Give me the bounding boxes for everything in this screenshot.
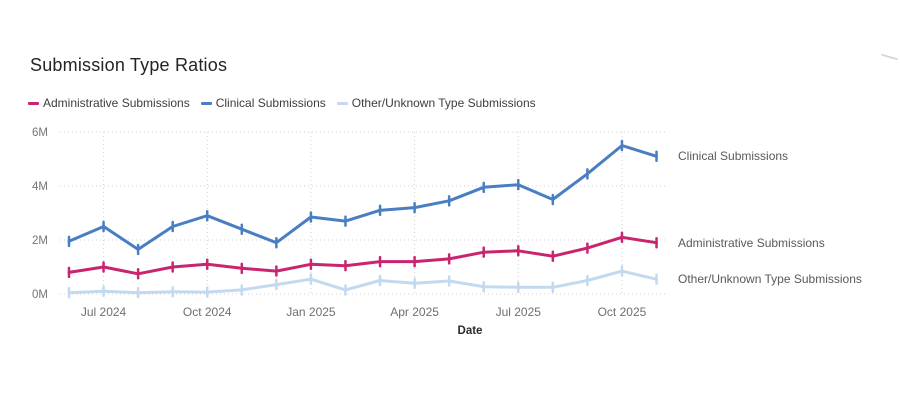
legend-label: Other/Unknown Type Submissions (351, 96, 536, 110)
x-axis-tick-label: Oct 2024 (183, 305, 232, 319)
chart-legend: Administrative Submissions Clinical Submi… (28, 96, 547, 110)
x-axis-tick-label: Jan 2025 (286, 305, 336, 319)
line-chart-plot-area[interactable]: 0M 2M 4M 6M Jul 2024 Oct 2024 Jan 2025 Apr 2025… (0, 118, 900, 400)
stray-mark (881, 53, 898, 61)
legend-item-other-unknown-type-submissions[interactable]: Other/Unknown Type Submissions (336, 96, 536, 110)
x-axis-title: Date (458, 325, 483, 337)
chart-title: Submission Type Ratios (30, 55, 228, 75)
series-end-label-administrative-submissions: Administrative Submissions (678, 235, 825, 250)
x-axis-tick-label: Jul 2024 (81, 305, 127, 319)
legend-swatch (200, 101, 212, 105)
legend-item-clinical-submissions[interactable]: Clinical Submissions (200, 96, 326, 110)
x-axis-tick-label: Jul 2025 (496, 305, 542, 319)
series-end-label-other-unknown-type-submissions: Other/Unknown Type Submissions (678, 272, 862, 287)
x-axis-tick-label: Oct 2025 (598, 305, 647, 319)
series-line-administrative-submissions[interactable] (67, 235, 658, 276)
legend-label: Administrative Submissions (43, 96, 190, 110)
x-axis-tick-label: Apr 2025 (390, 305, 439, 319)
y-axis-tick-label: 0M (32, 289, 48, 301)
series-line-other-unknown-type-submissions[interactable] (67, 269, 658, 295)
y-axis-tick-label: 2M (32, 235, 48, 247)
legend-swatch (336, 101, 348, 105)
legend-label: Clinical Submissions (215, 96, 326, 110)
series-line-clinical-submissions[interactable] (67, 144, 658, 251)
series-end-label-clinical-submissions: Clinical Submissions (678, 149, 789, 164)
legend-swatch (28, 101, 39, 105)
y-axis-tick-label: 4M (32, 181, 48, 193)
y-axis-tick-label: 6M (32, 127, 48, 139)
legend-item-administrative-submissions[interactable]: Administrative Submissions (28, 96, 190, 110)
